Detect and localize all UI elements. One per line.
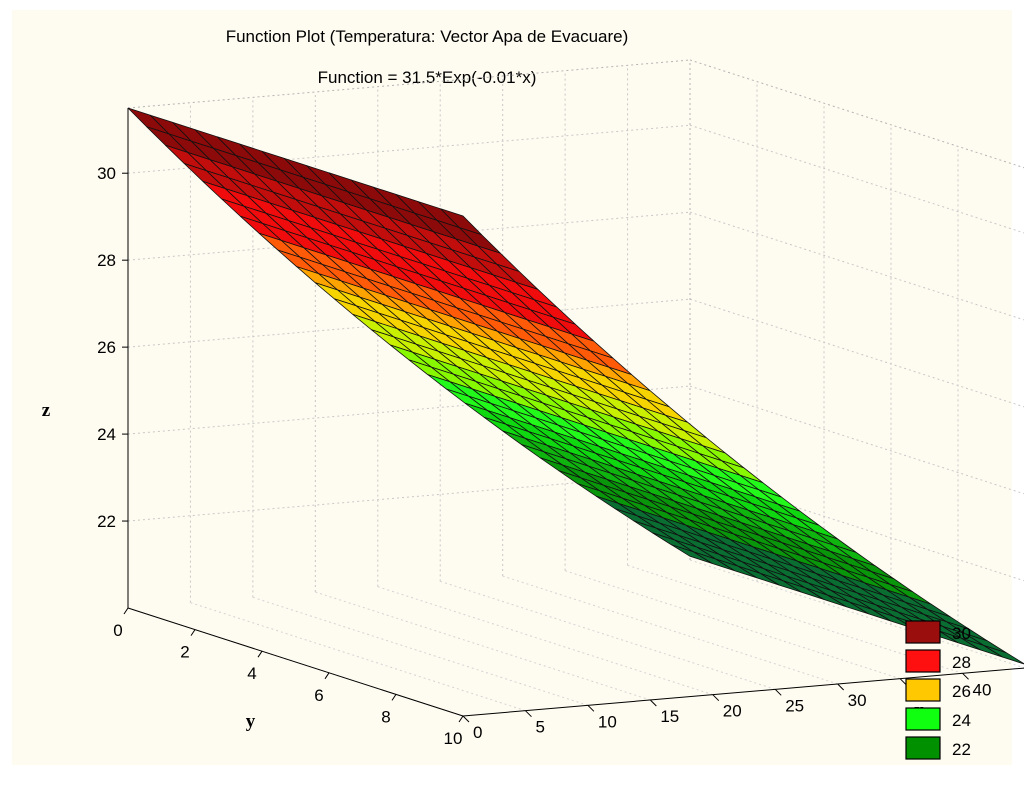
- grid-line: [689, 298, 1024, 408]
- grid-line: [252, 596, 589, 706]
- y-tick-label: 0: [113, 621, 122, 640]
- x-tick-mark: [962, 672, 969, 680]
- z-tick-label: 28: [97, 251, 116, 270]
- x-tick-label: 40: [973, 680, 992, 699]
- x-tick-label: 25: [785, 696, 804, 715]
- legend-label: 22: [952, 740, 971, 759]
- x-tick-label: 5: [535, 718, 544, 737]
- x-tick-mark: [525, 710, 532, 718]
- y-tick-mark: [458, 715, 464, 723]
- x-tick-mark: [587, 704, 595, 712]
- legend-label: 24: [952, 711, 971, 730]
- axis-labels: 22242628300246810051015202530354045zyx: [42, 164, 992, 748]
- y-tick-label: 4: [247, 664, 256, 683]
- wall-edge: [689, 59, 1024, 169]
- grid-line: [689, 211, 1024, 321]
- legend-label: 26: [952, 682, 971, 701]
- x-tick-mark: [712, 694, 720, 702]
- grid-line: [564, 570, 901, 680]
- grid-line: [190, 602, 526, 712]
- y-tick-mark: [324, 672, 330, 680]
- chart-subtitle: Function = 31.5*Exp(-0.01*x): [317, 68, 537, 87]
- x-tick-mark: [899, 678, 907, 686]
- y-axis-title: y: [246, 711, 256, 732]
- grid-line: [127, 124, 691, 174]
- grid-line: [502, 575, 838, 685]
- z-tick-label: 24: [97, 425, 116, 444]
- legend-swatch: [905, 678, 941, 702]
- grid-line: [440, 580, 776, 690]
- y-tick-label: 6: [314, 686, 323, 705]
- grid-line: [315, 591, 651, 701]
- x-tick-label: 20: [723, 702, 742, 721]
- x-tick-mark: [774, 688, 782, 696]
- y-tick-mark: [123, 607, 129, 615]
- wall-edge: [127, 59, 691, 109]
- surface-cell: [983, 645, 1024, 665]
- y-tick-mark: [391, 694, 397, 701]
- grid-line: [127, 298, 691, 348]
- x-tick-mark: [462, 715, 470, 723]
- x-tick-label: 0: [473, 723, 482, 742]
- y-tick-label: 8: [381, 707, 390, 726]
- grid-line: [127, 211, 691, 261]
- y-tick-mark: [190, 629, 196, 636]
- grid-line: [627, 564, 963, 674]
- grid-line: [377, 586, 713, 696]
- x-tick-mark: [837, 683, 845, 691]
- legend-label: 28: [952, 653, 971, 672]
- y-axis-line: [127, 607, 464, 717]
- grid-line: [689, 559, 1024, 669]
- legend: 30 28 26 24 22: [905, 620, 971, 760]
- chart-title: Function Plot (Temperatura: Vector Apa d…: [225, 27, 629, 46]
- z-tick-label: 26: [97, 338, 116, 357]
- x-tick-mark: [649, 699, 657, 707]
- x-tick-label: 30: [848, 691, 867, 710]
- legend-swatch: [905, 736, 941, 760]
- y-tick-label: 10: [444, 729, 463, 748]
- grid-line: [689, 472, 1024, 582]
- axes: [127, 108, 1024, 717]
- y-tick-label: 2: [180, 643, 189, 662]
- grid-line: [689, 124, 1024, 234]
- x-tick-label: 10: [598, 712, 617, 731]
- legend-swatch: [905, 707, 941, 731]
- y-tick-mark: [257, 650, 263, 658]
- z-tick-label: 30: [97, 164, 116, 183]
- grid-line: [689, 385, 1024, 495]
- z-tick-label: 22: [97, 512, 116, 531]
- legend-swatch: [905, 649, 941, 673]
- x-tick-label: 15: [660, 707, 679, 726]
- legend-label: 30: [952, 624, 971, 643]
- legend-swatch: [905, 620, 941, 644]
- surface: [127, 107, 1024, 665]
- z-axis-title: z: [42, 400, 51, 421]
- x-axis-line: [462, 667, 1024, 717]
